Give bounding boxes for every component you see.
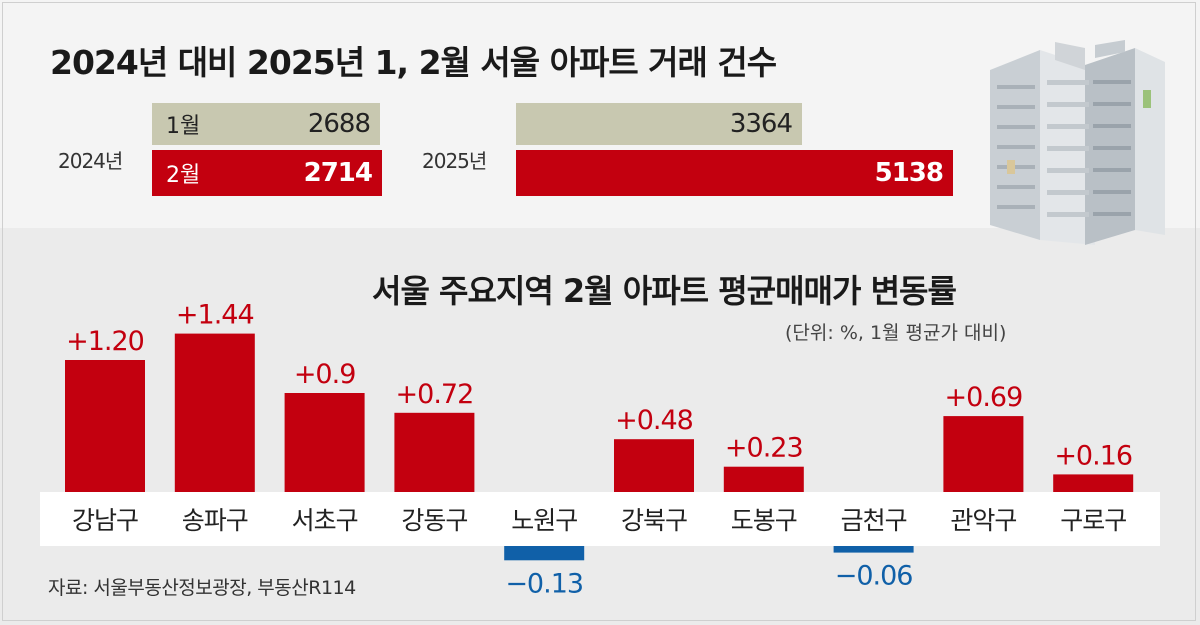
year-label-2024: 2024년 [58,149,123,173]
category-label: 서초구 [292,506,358,535]
value-label: +0.48 [615,405,693,436]
unit-note: (단위: %, 1월 평균가 대비) [785,322,1007,344]
top-chart-title: 2024년 대비 2025년 1, 2월 서울 아파트 거래 건수 [50,43,777,82]
category-label: 강남구 [72,506,138,535]
value-label: +0.16 [1054,440,1132,471]
bar-서초구 [284,393,365,492]
category-label: 도봉구 [731,506,797,535]
source-note: 자료: 서울부동산정보광장, 부동산R114 [48,577,356,599]
value-label: +1.44 [176,300,254,331]
month-label-feb: 2월 [166,163,201,188]
bar-구로구 [1053,474,1134,492]
bar-송파구 [174,333,255,492]
category-label: 강동구 [401,506,467,535]
value-label: −0.06 [835,561,913,592]
value-label: +0.69 [945,382,1023,413]
value-label: +0.23 [725,433,803,464]
bar-강북구 [614,439,694,492]
apartment-building-icon [990,40,1165,245]
value-label: +0.9 [294,359,356,390]
bar-금천구 [833,546,914,553]
value-2024-feb: 2714 [303,158,373,188]
bar-2024-feb: 2월 2714 [152,150,382,196]
bar-2025-feb: 5138 [516,150,953,196]
month-label-jan: 1월 [166,114,201,139]
bar-도봉구 [723,466,804,492]
value-label: +1.20 [66,326,144,357]
value-2025-jan: 3364 [729,109,793,139]
value-2024-jan: 2688 [307,109,371,139]
bar-노원구 [504,546,585,561]
value-label: −0.13 [505,568,583,599]
bar-2024-jan: 1월 2688 [152,103,380,145]
bar-강남구 [65,360,145,492]
category-label: 송파구 [182,506,248,535]
value-label: +0.72 [396,379,474,410]
category-strip [40,492,1160,546]
bar-강동구 [394,412,475,492]
category-label: 금천구 [841,506,907,535]
bar-2025-jan: 3364 [516,103,802,145]
value-2025-feb: 5138 [874,158,944,188]
category-label: 관악구 [950,506,1016,535]
category-label: 구로구 [1060,506,1126,535]
bottom-chart-title: 서울 주요지역 2월 아파트 평균매매가 변동률 [372,272,957,310]
category-label: 강북구 [621,506,687,535]
year-label-2025: 2025년 [422,149,487,173]
category-label: 노원구 [511,506,577,535]
bar-관악구 [943,416,1024,492]
